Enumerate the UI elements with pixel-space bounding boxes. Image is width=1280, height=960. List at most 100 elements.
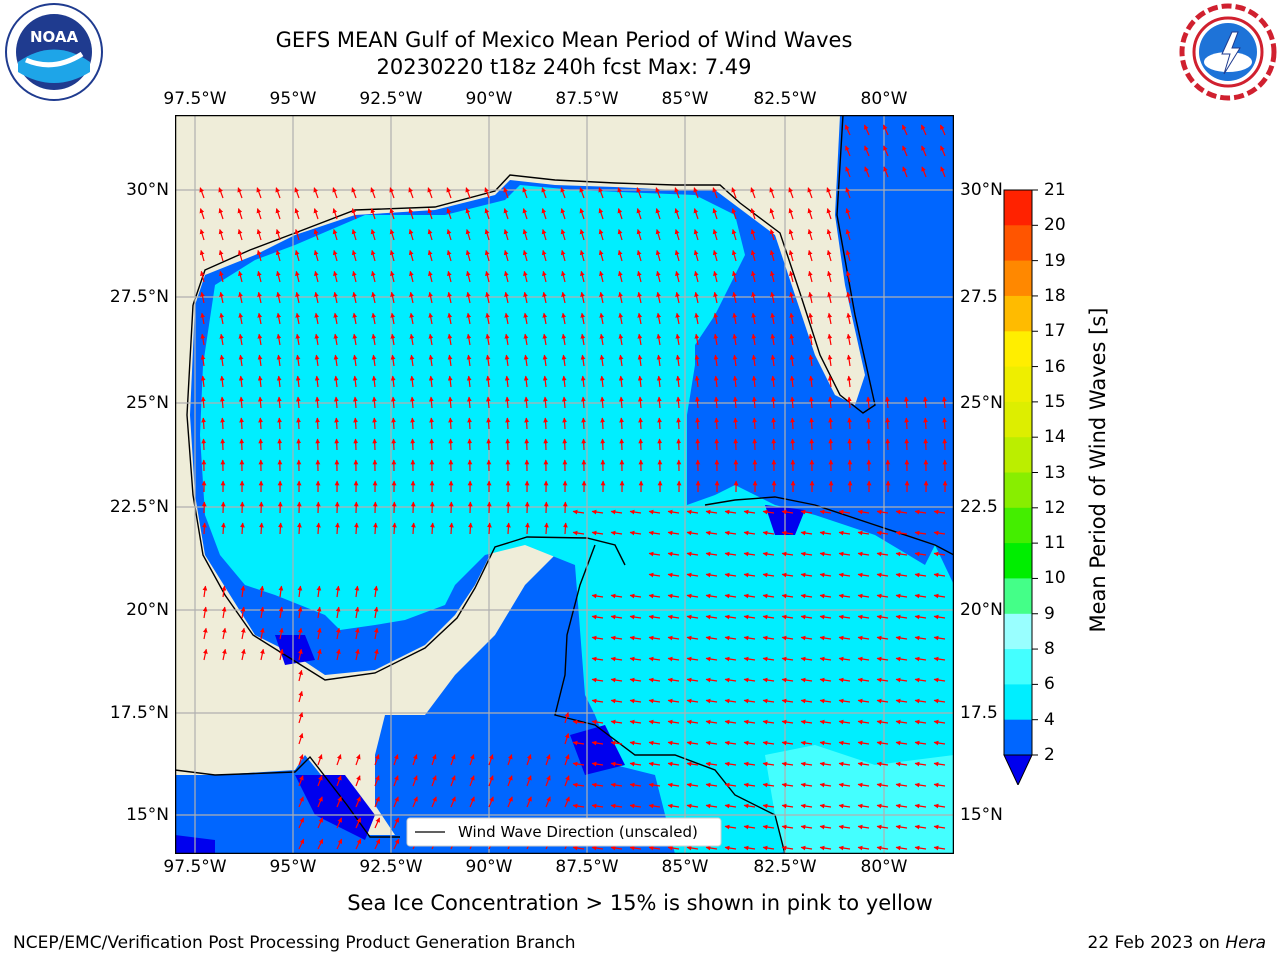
wave-direction-arrow <box>610 614 623 620</box>
colorbar-tick-label: 19 <box>1044 250 1066 271</box>
wave-direction-arrow <box>258 417 263 430</box>
wave-direction-arrow <box>800 677 813 683</box>
wave-direction-arrow <box>336 775 342 787</box>
colorbar-segment <box>1004 613 1032 650</box>
tick-label: 85°W <box>661 857 709 877</box>
wave-direction-arrow <box>819 593 832 599</box>
wave-direction-arrow <box>876 845 889 851</box>
wave-direction-arrow <box>591 761 604 767</box>
wave-direction-arrow <box>239 396 244 409</box>
wave-direction-arrow <box>296 438 302 451</box>
wave-direction-arrow <box>769 249 775 262</box>
wave-direction-arrow <box>819 719 832 725</box>
wave-direction-arrow <box>781 782 794 788</box>
wave-direction-arrow <box>923 396 928 409</box>
wave-direction-arrow <box>732 375 738 388</box>
wave-direction-arrow <box>656 333 662 346</box>
wave-direction-arrow <box>686 572 699 578</box>
wave-direction-arrow <box>334 438 340 451</box>
wave-direction-arrow <box>315 396 320 409</box>
wave-direction-arrow <box>598 208 604 220</box>
tick-label: 15°N <box>126 805 169 825</box>
wave-direction-arrow <box>316 606 322 619</box>
wave-direction-arrow <box>412 796 418 808</box>
wave-direction-arrow <box>751 312 757 325</box>
wave-direction-arrow <box>864 145 870 157</box>
wave-direction-arrow <box>819 635 832 641</box>
wave-direction-arrow <box>705 530 718 536</box>
wave-direction-arrow <box>819 845 832 851</box>
wave-direction-arrow <box>218 229 224 241</box>
wave-direction-arrow <box>762 698 775 704</box>
wave-direction-arrow <box>901 124 908 136</box>
wave-direction-arrow <box>705 782 718 788</box>
wave-direction-arrow <box>591 656 604 662</box>
wave-direction-arrow <box>313 187 319 199</box>
wave-direction-arrow <box>895 824 908 830</box>
wave-direction-arrow <box>771 417 776 430</box>
wave-direction-arrow <box>428 375 434 388</box>
colorbar-segment <box>1004 472 1032 509</box>
wave-direction-arrow <box>781 572 794 578</box>
wave-direction-arrow <box>914 845 927 851</box>
wave-direction-arrow <box>446 187 452 199</box>
wave-direction-arrow <box>294 229 300 241</box>
wave-direction-arrow <box>656 354 662 367</box>
wave-direction-arrow <box>353 396 358 409</box>
tick-label: 80°W <box>860 89 908 109</box>
wave-direction-arrow <box>743 740 756 746</box>
wave-direction-arrow <box>838 551 851 557</box>
footer-host: Hera <box>1225 933 1266 953</box>
wave-direction-arrow <box>655 249 661 262</box>
wave-direction-arrow <box>762 509 775 515</box>
tick-label: 25°N <box>960 393 1003 413</box>
wave-direction-arrow <box>238 270 243 283</box>
wave-direction-arrow <box>667 593 680 599</box>
wave-direction-arrow <box>636 249 642 262</box>
wave-direction-arrow <box>857 719 870 725</box>
tick-label: 25°N <box>126 393 169 413</box>
wave-direction-arrow <box>352 375 358 388</box>
wave-direction-arrow <box>914 761 927 767</box>
wave-direction-arrow <box>485 312 491 325</box>
wave-direction-arrow <box>845 166 851 178</box>
wave-direction-arrow <box>430 522 435 535</box>
wave-direction-arrow <box>450 796 456 808</box>
wave-direction-arrow <box>524 396 529 409</box>
wave-direction-arrow <box>580 270 585 283</box>
wave-direction-arrow <box>542 312 548 325</box>
wave-direction-arrow <box>335 606 341 619</box>
wave-direction-arrow <box>675 270 680 283</box>
wave-direction-arrow <box>200 291 205 304</box>
wave-direction-arrow <box>408 249 414 262</box>
wave-direction-arrow <box>800 551 813 557</box>
wave-direction-arrow <box>713 291 718 304</box>
wave-direction-arrow <box>390 312 396 325</box>
wave-direction-arrow <box>807 229 813 241</box>
wave-direction-arrow <box>618 375 624 388</box>
wave-direction-arrow <box>827 312 833 325</box>
wave-direction-arrow <box>695 438 701 451</box>
wave-direction-arrow <box>219 375 225 388</box>
wave-direction-arrow <box>409 333 415 346</box>
wave-direction-arrow <box>599 270 604 283</box>
wave-direction-arrow <box>258 396 263 409</box>
wave-direction-arrow <box>629 740 642 746</box>
wave-direction-arrow <box>743 551 756 557</box>
wave-direction-arrow <box>598 187 604 199</box>
wave-direction-arrow <box>895 656 908 662</box>
wave-direction-arrow <box>523 354 529 367</box>
wave-direction-arrow <box>560 249 566 262</box>
colorbar-tick-label: 17 <box>1044 321 1066 342</box>
wave-direction-arrow <box>219 333 225 346</box>
wave-direction-arrow <box>336 796 342 808</box>
wave-map: Wind Wave Direction (unscaled) <box>175 115 954 854</box>
wave-direction-arrow <box>201 417 206 430</box>
wave-direction-arrow <box>800 803 813 809</box>
colorbar-tick-label: 11 <box>1044 533 1066 554</box>
wave-direction-arrow <box>762 635 775 641</box>
wave-direction-arrow <box>819 551 832 557</box>
wave-direction-arrow <box>762 845 775 851</box>
wave-direction-arrow <box>636 229 642 241</box>
wave-direction-arrow <box>316 522 321 535</box>
